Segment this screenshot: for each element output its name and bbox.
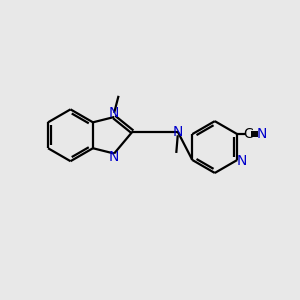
Text: N: N: [109, 106, 119, 121]
Text: N: N: [172, 125, 183, 139]
Text: C: C: [243, 127, 253, 141]
Text: N: N: [236, 154, 247, 169]
Text: N: N: [109, 150, 119, 164]
Text: N: N: [256, 127, 266, 141]
